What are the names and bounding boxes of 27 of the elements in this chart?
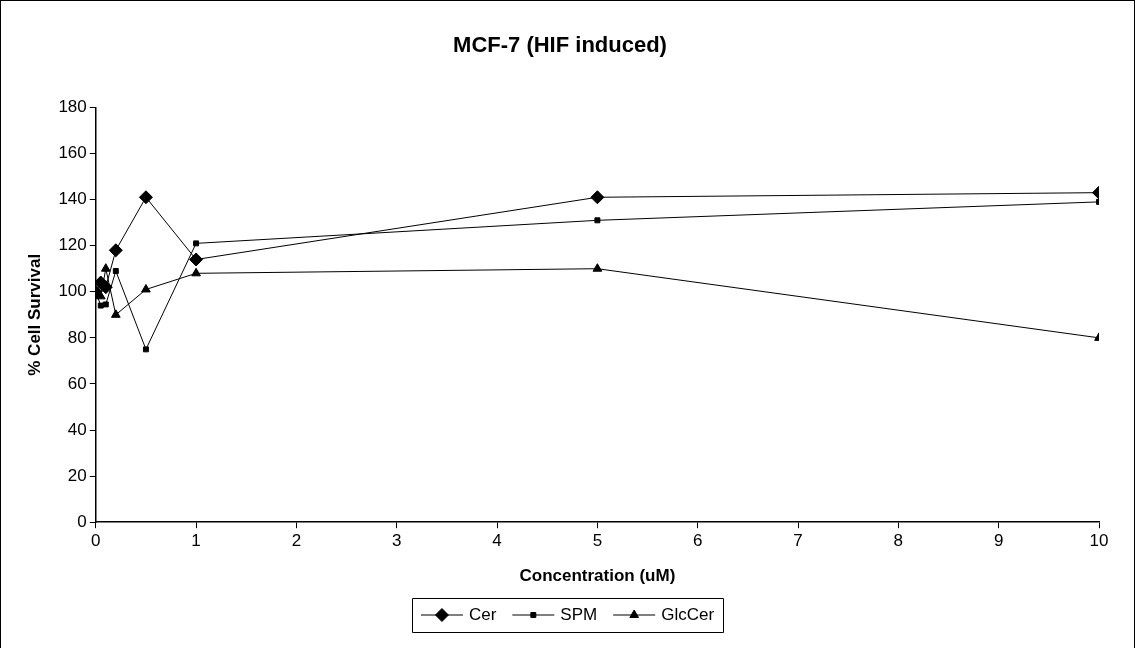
y-tick-label: 60 [67, 373, 87, 393]
y-tick-label: 100 [58, 281, 87, 301]
x-tick-label: 3 [392, 531, 402, 551]
x-tick-label: 1 [191, 531, 201, 551]
x-tick-label: 2 [291, 531, 302, 551]
x-tick-label: 7 [793, 531, 803, 551]
y-tick-label: 140 [58, 189, 87, 209]
x-tick-label: 0 [91, 531, 101, 551]
y-tick-label: 0 [77, 511, 87, 531]
y-tick-label: 40 [67, 419, 87, 439]
y-tick-label: 80 [67, 327, 87, 347]
x-tick-label: 9 [993, 531, 1004, 551]
x-tick-label: 8 [893, 531, 904, 551]
x-tick-label: 5 [592, 531, 603, 551]
y-axis-title: % Cell Survival [24, 253, 44, 376]
y-tick-label: 20 [67, 465, 87, 485]
legend-label: GlcCer [661, 604, 715, 624]
y-tick-label: 180 [58, 97, 87, 117]
x-tick-label: 6 [692, 531, 703, 551]
x-tick-label: 10 [1089, 531, 1109, 551]
legend-label: Cer [468, 604, 497, 624]
chart-title: MCF-7 (HIF induced) [453, 32, 667, 58]
x-tick-label: 4 [492, 531, 502, 551]
y-tick-label: 120 [58, 235, 87, 255]
legend-label: SPM [560, 604, 598, 624]
y-tick-label: 160 [58, 143, 87, 163]
x-axis-title: Concentration (uM) [519, 566, 676, 586]
